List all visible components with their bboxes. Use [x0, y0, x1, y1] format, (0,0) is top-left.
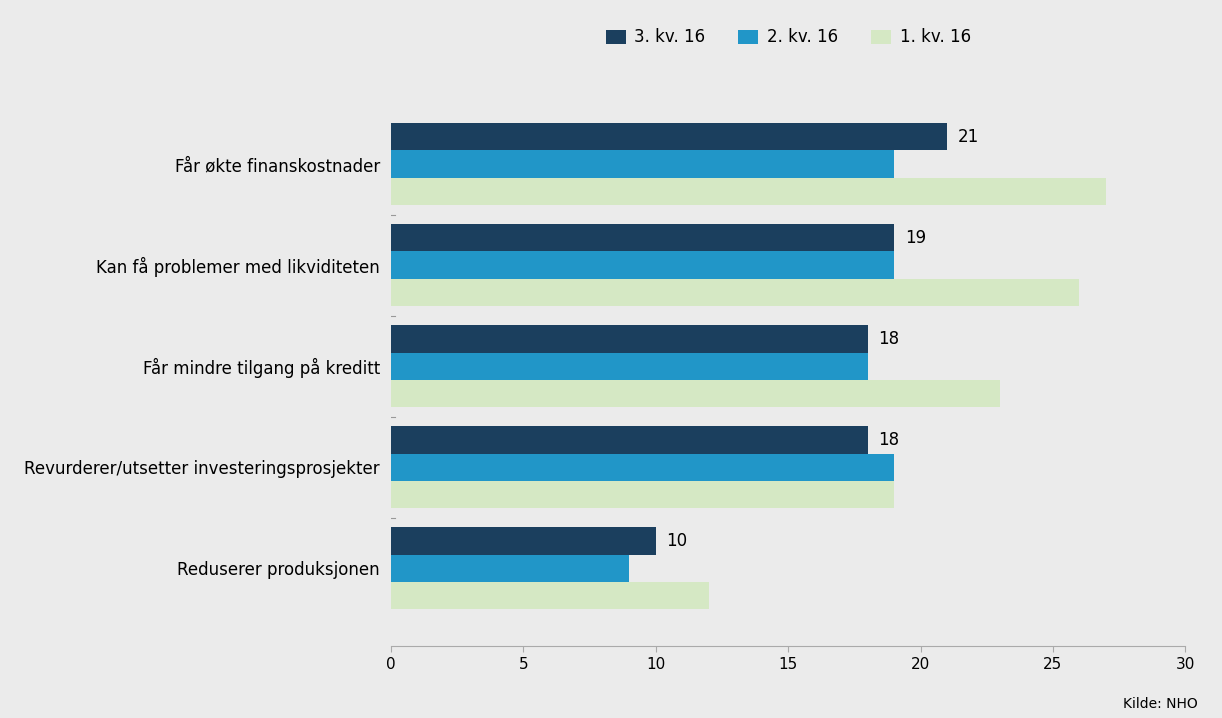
Bar [391, 481, 895, 508]
Bar [391, 325, 868, 353]
Bar [391, 224, 895, 251]
Text: 18: 18 [879, 330, 899, 348]
Bar [391, 454, 895, 481]
Text: 10: 10 [666, 532, 688, 550]
Text: 19: 19 [904, 229, 926, 247]
Bar [391, 528, 656, 555]
Bar [391, 353, 868, 380]
Bar [391, 150, 895, 177]
Bar [391, 426, 868, 454]
Bar [391, 555, 629, 582]
Bar [391, 380, 1000, 407]
Bar [391, 279, 1079, 306]
Text: 18: 18 [879, 431, 899, 449]
Bar [391, 251, 895, 279]
Bar [391, 123, 947, 150]
Text: 21: 21 [958, 128, 979, 146]
Text: Kilde: NHO: Kilde: NHO [1123, 697, 1198, 711]
Legend: 3. kv. 16, 2. kv. 16, 1. kv. 16: 3. kv. 16, 2. kv. 16, 1. kv. 16 [599, 22, 978, 53]
Bar [391, 582, 709, 610]
Bar [391, 177, 1106, 205]
